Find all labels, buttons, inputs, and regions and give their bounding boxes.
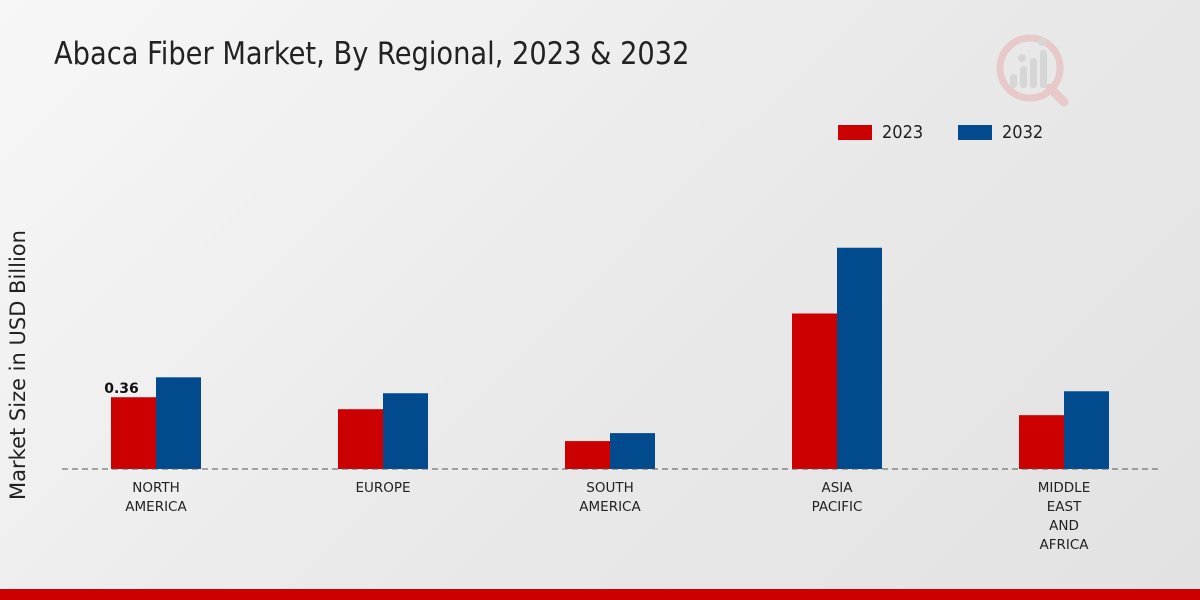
bar-asia-pacific-2023 xyxy=(792,313,837,469)
bar-europe-2023 xyxy=(338,409,383,469)
bar-middle-east-and-africa-2023 xyxy=(1019,415,1064,469)
x-tick-south-america: SOUTH AMERICA xyxy=(579,480,641,515)
chart-title: Abaca Fiber Market, By Regional, 2023 & … xyxy=(54,36,690,72)
legend-swatch-2023 xyxy=(838,125,872,140)
brand-logo-icon xyxy=(996,34,1069,107)
x-tick-asia-pacific: ASIA PACIFIC xyxy=(812,480,863,515)
legend-label-2023: 2023 xyxy=(882,122,924,143)
legend-swatch-2032 xyxy=(958,125,992,140)
bar-north-america-2032 xyxy=(156,377,201,469)
legend-label-2032: 2032 xyxy=(1002,122,1044,143)
bar-south-america-2032 xyxy=(610,433,655,469)
x-tick-middle-east-and-africa: MIDDLE EAST AND AFRICA xyxy=(1038,480,1090,553)
bar-middle-east-and-africa-2032 xyxy=(1064,391,1109,469)
bar-north-america-2023 xyxy=(111,397,156,469)
bar-asia-pacific-2032 xyxy=(837,247,882,469)
x-tick-north-america: NORTH AMERICA xyxy=(125,480,187,515)
legend-item-2032: 2032 xyxy=(958,122,1048,143)
data-label: 0.36 xyxy=(104,381,139,397)
footer-bar xyxy=(0,589,1200,600)
bar-south-america-2023 xyxy=(565,441,610,469)
legend-item-2023: 2023 xyxy=(838,122,928,143)
bar-europe-2032 xyxy=(383,393,428,469)
x-tick-europe: EUROPE xyxy=(355,480,410,496)
